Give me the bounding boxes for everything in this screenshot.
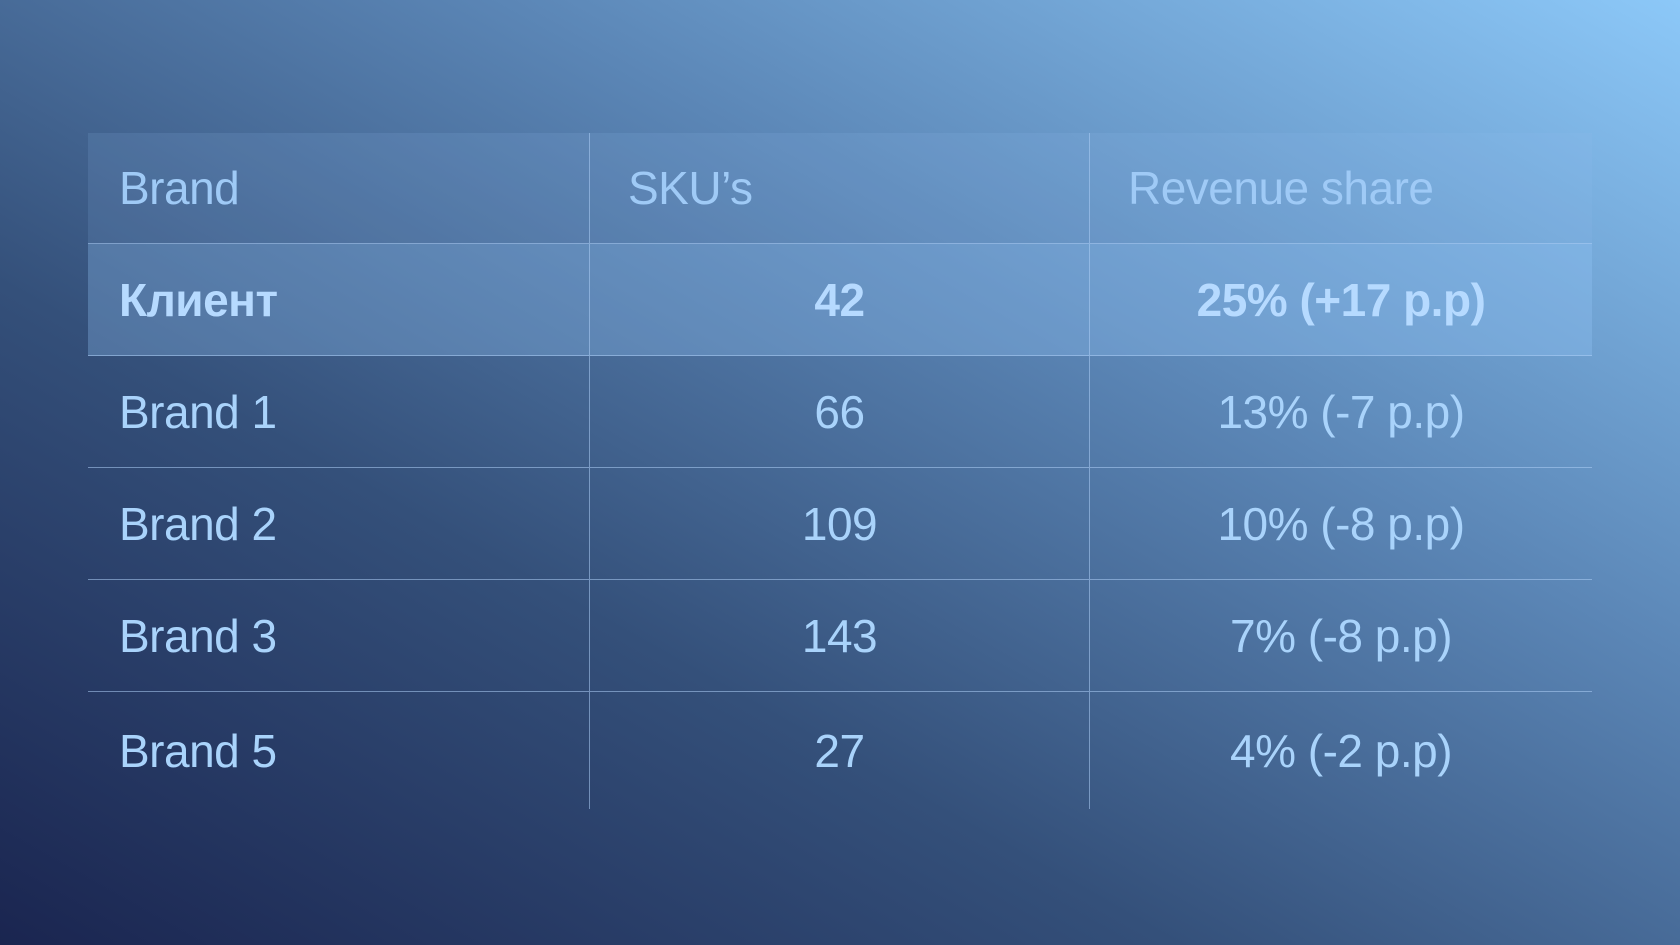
revenue-share-cell: 7% (-8 p.p): [1089, 580, 1592, 691]
revenue-share-cell: 25% (+17 p.p): [1089, 244, 1592, 355]
brand-cell: Brand 1: [119, 385, 277, 438]
header-revenue-share: Revenue share: [1089, 133, 1592, 243]
table-row: Brand 2 109 10% (-8 p.p): [88, 468, 1592, 580]
table-row: Brand 5 27 4% (-2 p.p): [88, 692, 1592, 809]
table-row: Brand 1 66 13% (-7 p.p): [88, 356, 1592, 468]
brand-cell: Brand 3: [119, 609, 277, 662]
brand-comparison-table: Brand SKU’s Revenue share Клиент 42 25% …: [88, 133, 1592, 809]
table-header-row: Brand SKU’s Revenue share: [88, 133, 1592, 244]
skus-cell: 143: [589, 580, 1089, 691]
revenue-share-cell: 13% (-7 p.p): [1089, 356, 1592, 467]
brand-cell: Brand 5: [119, 724, 277, 777]
skus-cell: 109: [589, 468, 1089, 579]
brand-cell: Brand 2: [119, 497, 277, 550]
skus-cell: 66: [589, 356, 1089, 467]
brand-cell: Клиент: [119, 273, 278, 326]
revenue-share-cell: 4% (-2 p.p): [1089, 692, 1592, 809]
skus-cell: 27: [589, 692, 1089, 809]
skus-cell: 42: [589, 244, 1089, 355]
table-row: Brand 3 143 7% (-8 p.p): [88, 580, 1592, 692]
header-brand: Brand: [119, 162, 240, 214]
revenue-share-cell: 10% (-8 p.p): [1089, 468, 1592, 579]
header-skus: SKU’s: [589, 133, 1089, 243]
table-row-client: Клиент 42 25% (+17 p.p): [88, 244, 1592, 356]
